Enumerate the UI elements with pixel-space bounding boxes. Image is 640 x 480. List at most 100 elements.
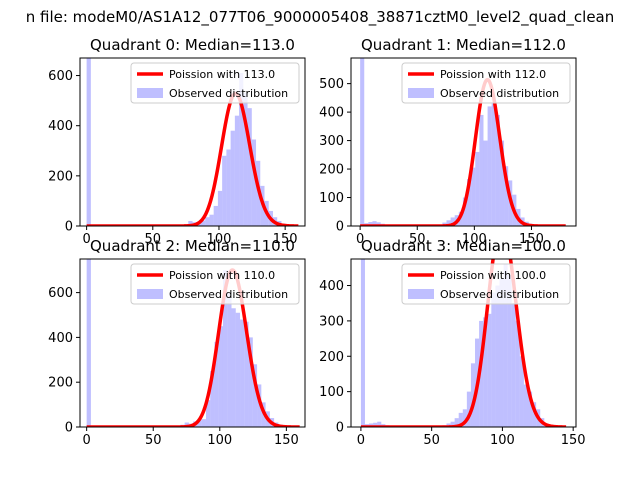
legend-box xyxy=(130,263,300,305)
x-tick-label: 50 xyxy=(423,433,440,448)
histogram-bar xyxy=(479,114,484,226)
x-tick-label: 150 xyxy=(519,232,544,247)
y-tick-label: 200 xyxy=(319,350,344,365)
histogram-bar xyxy=(519,356,524,427)
legend-label-fit: Poission with 113.0 xyxy=(169,68,275,81)
histogram-bar xyxy=(532,402,537,427)
histogram-bar xyxy=(244,321,249,427)
legend: Poission with 100.0 Observed distribution xyxy=(401,263,571,305)
y-tick-label: 200 xyxy=(48,376,73,391)
histogram-bar xyxy=(239,73,244,226)
y-tick-label: 300 xyxy=(319,314,344,329)
plot-area xyxy=(360,259,567,427)
x-tick-label: 150 xyxy=(561,433,586,448)
x-tick-label: 50 xyxy=(145,232,162,247)
x-tick-label: 100 xyxy=(490,433,515,448)
legend-label-observed: Observed distribution xyxy=(440,288,559,301)
poisson-fit-line xyxy=(86,91,299,226)
histogram-bar xyxy=(86,259,91,427)
legend-label-observed: Observed distribution xyxy=(440,87,559,100)
histogram-bar xyxy=(483,140,488,226)
histogram-bar xyxy=(471,167,476,226)
y-tick-label: 400 xyxy=(319,279,344,294)
x-tick-label: 50 xyxy=(145,433,162,448)
histogram-bar xyxy=(446,220,451,226)
legend-patch-swatch xyxy=(408,88,434,98)
legend-box xyxy=(401,263,571,305)
histogram-bar xyxy=(214,341,219,427)
y-tick-label: 200 xyxy=(319,163,344,178)
histogram-bar xyxy=(368,222,373,226)
poisson-fit-line xyxy=(86,268,300,427)
histogram-bar xyxy=(234,115,240,226)
y-tick-label: 0 xyxy=(65,421,73,436)
x-tick-label: 100 xyxy=(207,232,232,247)
y-tick-label: 0 xyxy=(65,220,73,235)
histogram-bar xyxy=(454,418,459,427)
histogram-bar xyxy=(462,409,467,427)
panel-title: Quadrant 3: Median=100.0 xyxy=(361,237,566,255)
histogram-bar xyxy=(499,140,505,226)
x-tick-label: 0 xyxy=(357,433,365,448)
histogram-bar xyxy=(248,337,253,427)
x-tick-label: 0 xyxy=(83,433,91,448)
histogram-bar xyxy=(251,139,257,226)
legend-patch-swatch xyxy=(137,88,163,98)
histogram-bar xyxy=(470,363,476,427)
axes-frame xyxy=(350,258,577,428)
histogram-bar xyxy=(205,217,210,226)
x-tick-label: 100 xyxy=(462,232,487,247)
plot-area xyxy=(86,259,300,427)
y-tick-label: 400 xyxy=(319,106,344,121)
legend-label-fit: Poission with 112.0 xyxy=(440,68,546,81)
histogram-bar xyxy=(467,179,472,226)
histogram-bar xyxy=(491,292,496,427)
histogram-bar xyxy=(483,317,488,427)
y-tick-label: 400 xyxy=(48,331,73,346)
histogram-bar xyxy=(222,270,228,427)
histogram-bar xyxy=(507,274,512,427)
y-tick-label: 500 xyxy=(319,77,344,92)
histogram-bar xyxy=(495,114,500,226)
histogram-bar xyxy=(475,151,480,226)
legend-label-fit: Poission with 100.0 xyxy=(440,269,546,282)
histogram-bar xyxy=(257,384,262,427)
histogram-bar xyxy=(499,278,504,427)
legend-label-fit: Poission with 110.0 xyxy=(169,269,275,282)
histogram-bar xyxy=(240,319,245,427)
y-tick-label: 100 xyxy=(319,385,344,400)
histogram-bar xyxy=(213,205,218,226)
histogram-bar xyxy=(235,312,241,427)
histogram-bar xyxy=(377,421,382,427)
legend: Poission with 110.0 Observed distribution xyxy=(130,263,300,305)
histogram-bar xyxy=(218,326,223,427)
y-tick-label: 600 xyxy=(48,69,73,84)
histogram-bar xyxy=(495,285,500,427)
histogram-bar xyxy=(230,130,235,226)
histogram-bar xyxy=(528,391,533,427)
panel-0: 0 50 100 150 0 200 400 600 Quadrant 0: Median=11… xyxy=(48,36,306,247)
x-tick-label: 0 xyxy=(356,232,364,247)
legend-box xyxy=(401,62,571,104)
panel-title: Quadrant 0: Median=113.0 xyxy=(90,36,295,54)
histogram-bar xyxy=(504,166,509,226)
x-tick-label: 100 xyxy=(207,433,232,448)
y-tick-label: 200 xyxy=(48,169,73,184)
histogram-bar xyxy=(197,420,202,427)
legend: Poission with 113.0 Observed distribution xyxy=(130,62,300,104)
x-tick-label: 150 xyxy=(274,433,299,448)
histogram-bar xyxy=(458,412,463,427)
legend-label-observed: Observed distribution xyxy=(169,87,288,100)
legend: Poission with 112.0 Observed distribution xyxy=(401,62,571,104)
histogram-bar xyxy=(243,93,248,226)
legend-label-observed: Observed distribution xyxy=(169,288,288,301)
histogram-bar xyxy=(222,155,227,226)
histogram-bar xyxy=(491,103,496,226)
histogram-bar xyxy=(523,384,528,427)
histogram-bar xyxy=(226,149,231,226)
histogram-bar xyxy=(369,423,374,427)
histogram-bar xyxy=(487,313,492,427)
x-tick-label: 150 xyxy=(273,232,298,247)
histogram-bar xyxy=(205,400,211,427)
